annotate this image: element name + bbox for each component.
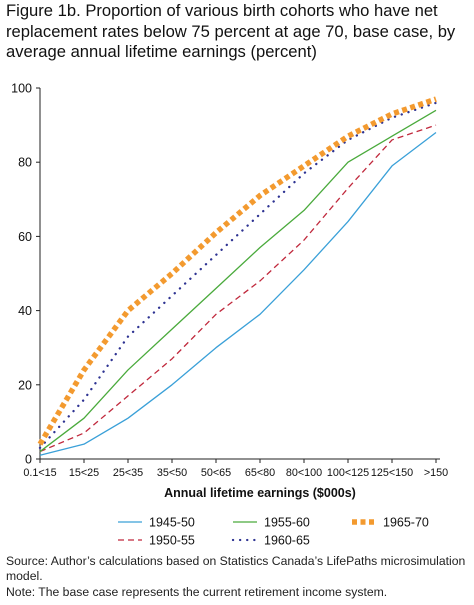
legend-item-1965-70: 1965-70	[352, 516, 429, 530]
legend-label: 1960-65	[264, 534, 310, 548]
x-tick-label: 80<100	[286, 467, 322, 479]
legend-label: 1955-60	[264, 516, 310, 530]
x-tick-label: 0.1<15	[23, 467, 56, 479]
legend-item-1960-65: 1960-65	[231, 534, 310, 548]
x-tick-label: 100<125	[327, 467, 369, 479]
x-tick-label: 65<80	[245, 467, 275, 479]
chart-axes	[39, 88, 440, 460]
x-axis-label: Annual lifetime earnings ($000s)	[164, 486, 356, 500]
x-tick-label: 25<35	[113, 467, 143, 479]
x-tick-label: 50<65	[201, 467, 231, 479]
chart-title: Figure 1b. Proportion of various birth c…	[6, 1, 456, 61]
y-tick-label: 20	[18, 378, 32, 392]
footer-notes: Source: Author’s calculations based on S…	[6, 554, 470, 600]
y-tick-label: 80	[18, 156, 32, 170]
y-tick-label: 100	[11, 82, 32, 96]
base-case-note: Note: The base case represents the curre…	[6, 584, 388, 599]
x-tick-label: 125<150	[371, 467, 413, 479]
legend: 1945-50 1955-60 1965-70 1950-55 1960-65	[118, 516, 429, 548]
y-tick-label: 60	[18, 230, 32, 244]
legend-label: 1945-50	[149, 516, 195, 530]
x-axis-ticks: 0.1<15 15<25 25<35 35<50 50<65 65<80 80<100 100…	[23, 459, 448, 479]
series-line-1960-65	[38, 101, 438, 450]
legend-item-1945-50: 1945-50	[118, 516, 195, 530]
y-tick-label: 40	[18, 304, 32, 318]
series-line-1965-70	[37, 96, 437, 446]
series-line-1955-60	[39, 109, 437, 453]
source-note: Source: Author’s calculations based on S…	[6, 554, 466, 584]
series-lines	[37, 96, 438, 456]
x-tick-label: 35<50	[157, 467, 187, 479]
legend-item-1950-55: 1950-55	[118, 534, 195, 548]
series-line-1945-50	[39, 132, 437, 456]
legend-item-1955-60: 1955-60	[233, 516, 310, 530]
legend-label: 1950-55	[149, 534, 195, 548]
y-tick-label: 0	[25, 453, 32, 467]
legend-label: 1965-70	[383, 516, 429, 530]
x-tick-label: 15<25	[69, 467, 99, 479]
y-axis-ticks: 0 20 40 60 80 100	[11, 82, 40, 467]
x-tick-label: >150	[424, 467, 448, 479]
series-line-1950-55	[39, 124, 437, 453]
